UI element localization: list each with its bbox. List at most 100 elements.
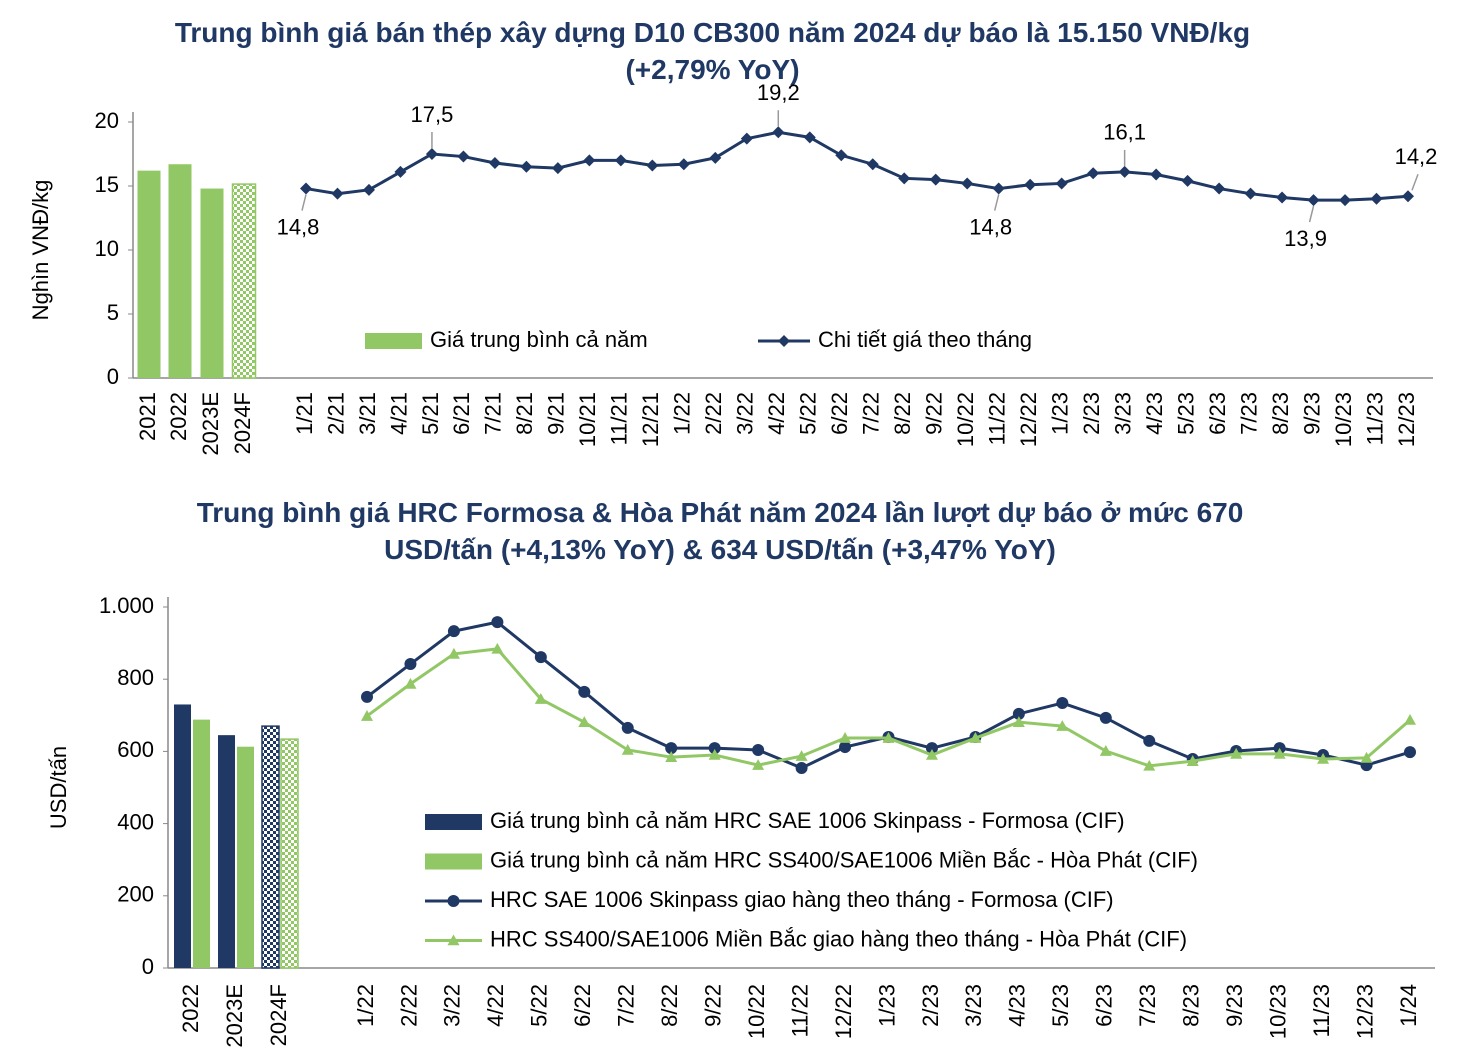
data-label: 14,8: [277, 214, 320, 239]
marker: [961, 177, 974, 190]
x-tick-label: 2024F: [230, 392, 255, 454]
marker: [361, 710, 373, 721]
marker: [457, 150, 470, 163]
y-tick-label: 1.000: [99, 593, 154, 618]
x-tick-label: 1/21: [292, 392, 317, 435]
marker: [803, 131, 816, 144]
marker: [1056, 720, 1069, 731]
marker: [1230, 747, 1243, 759]
x-tick-label: 3/23: [1110, 392, 1135, 435]
x-tick-label: 12/23: [1394, 392, 1419, 447]
marker: [835, 149, 848, 162]
marker: [1273, 747, 1286, 759]
marker: [1307, 194, 1320, 207]
x-tick-label: 6/22: [570, 984, 595, 1027]
x-tick-label: 11/23: [1362, 392, 1387, 445]
legend-label: Giá trung bình cả năm: [430, 327, 648, 352]
x-tick-label: 4/22: [483, 984, 508, 1027]
y-tick-label: 200: [117, 882, 154, 907]
x-tick-label: 1/23: [874, 984, 899, 1027]
marker: [331, 187, 344, 200]
x-tick-label: 8/21: [512, 392, 537, 435]
marker: [1402, 190, 1414, 203]
marker: [1404, 713, 1416, 725]
x-tick-label: 9/22: [700, 984, 725, 1027]
y-tick-label: 600: [117, 737, 154, 762]
x-tick-label: 11/21: [607, 392, 632, 445]
line: [305, 130, 1409, 202]
marker: [1024, 178, 1037, 191]
bar: [200, 188, 224, 378]
x-tick-label: 4/23: [1005, 984, 1030, 1027]
legend-marker: [447, 895, 460, 907]
data-label: 14,2: [1395, 144, 1438, 169]
x-tick-label: 12/22: [1016, 392, 1041, 447]
x-tick-label: 4/22: [764, 392, 789, 435]
y-tick-label: 5: [107, 300, 119, 325]
x-tick-label: 7/22: [614, 984, 639, 1027]
marker: [361, 690, 373, 703]
x-tick-label: 8/22: [890, 392, 915, 435]
data-label: 16,1: [1103, 120, 1146, 145]
marker: [646, 159, 659, 172]
x-tick-label: 7/23: [1135, 984, 1160, 1027]
y-tick-label: 10: [95, 236, 119, 261]
x-tick-label: 2023E: [222, 984, 247, 1048]
marker: [1055, 177, 1068, 190]
marker: [621, 721, 634, 734]
x-tick-label: 7/23: [1236, 392, 1261, 435]
marker: [1276, 191, 1289, 204]
x-tick-label: 10/22: [744, 984, 769, 1039]
marker: [925, 749, 938, 760]
legend-label: HRC SAE 1006 Skinpass giao hàng theo thá…: [490, 887, 1114, 912]
legend-label: Giá trung bình cả năm HRC SS400/SAE1006 …: [490, 847, 1198, 872]
line: [366, 647, 1411, 768]
legend-marker: [447, 934, 460, 946]
marker: [1370, 192, 1383, 205]
marker: [404, 658, 417, 671]
marker: [665, 742, 678, 755]
marker: [1360, 751, 1373, 763]
marker: [1099, 711, 1112, 724]
x-tick-label: 11/23: [1309, 984, 1334, 1037]
chart-title: Trung bình giá HRC Formosa & Hòa Phát nă…: [196, 497, 1244, 565]
x-tick-label: 2/21: [323, 392, 348, 435]
x-tick-label: 12/21: [638, 392, 663, 447]
x-tick-label: 9/23: [1299, 392, 1324, 435]
x-tick-label: 5/22: [796, 392, 821, 435]
x-tick-label: 2022: [178, 984, 203, 1033]
bar: [237, 746, 254, 968]
x-tick-label: 11/22: [984, 392, 1009, 445]
marker: [740, 132, 753, 145]
x-tick-label: 9/21: [544, 392, 569, 435]
marker: [362, 183, 375, 196]
marker: [1404, 746, 1416, 759]
bar: [137, 170, 161, 378]
leader-line: [993, 194, 1000, 211]
x-tick-label: 3/21: [355, 392, 380, 435]
marker: [491, 616, 504, 629]
legend-swatch: [425, 853, 482, 870]
bar: [231, 183, 257, 379]
marker: [1012, 707, 1025, 720]
marker: [992, 182, 1005, 195]
data-label: 14,8: [969, 214, 1012, 239]
legend-swatch: [365, 333, 422, 349]
x-tick-label: 7/22: [859, 392, 884, 435]
bar: [174, 704, 191, 968]
marker: [677, 158, 690, 171]
x-tick-label: 4/23: [1142, 392, 1167, 435]
x-tick-label: 10/23: [1265, 984, 1290, 1039]
marker: [1213, 182, 1226, 195]
bar: [261, 725, 280, 969]
leader-line: [1411, 173, 1419, 191]
x-tick-label: 2/22: [396, 984, 421, 1027]
marker: [866, 158, 879, 171]
y-tick-label: 400: [117, 809, 154, 834]
marker: [752, 743, 765, 756]
marker: [520, 160, 533, 173]
bar: [218, 735, 235, 968]
x-tick-label: 1/22: [670, 392, 695, 435]
x-tick-label: 11/22: [787, 984, 812, 1037]
